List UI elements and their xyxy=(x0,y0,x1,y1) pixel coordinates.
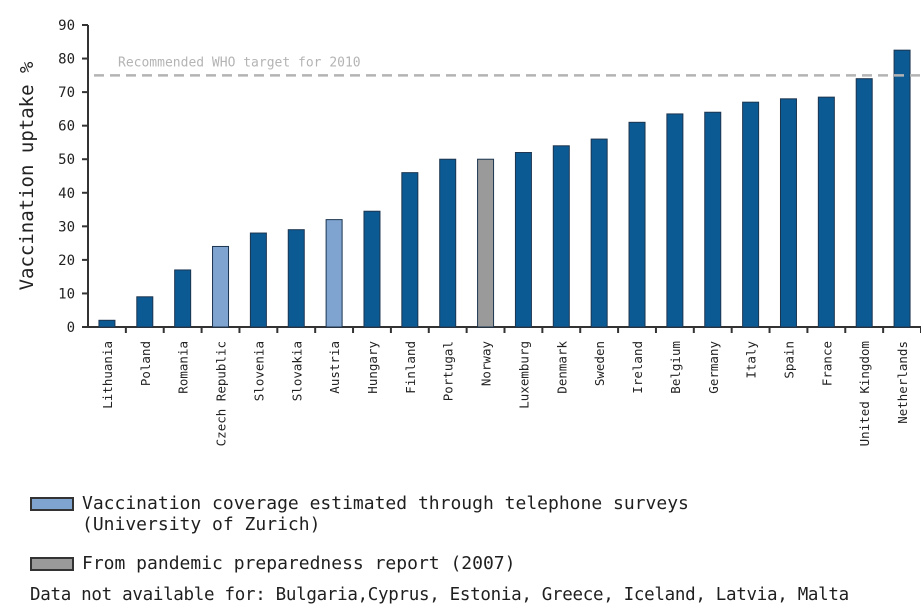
y-tick-label: 90 xyxy=(58,18,75,34)
bar-ireland xyxy=(628,121,646,328)
legend-label-telephone-surveys: Vaccination coverage estimated through t… xyxy=(82,493,689,535)
data-unavailable-note: Data not available for: Bulgaria,Cyprus,… xyxy=(30,585,849,605)
who-target-label: Recommended WHO target for 2010 xyxy=(118,55,361,70)
y-tick-label: 80 xyxy=(58,52,75,68)
x-tick-label: Lithuania xyxy=(100,341,115,409)
y-tick-label: 50 xyxy=(58,152,75,168)
x-tick-label: Hungary xyxy=(365,341,380,394)
bar-finland xyxy=(401,172,419,328)
bar-poland xyxy=(136,296,154,328)
legend-swatch-telephone-surveys xyxy=(30,497,74,511)
y-tick-label: 40 xyxy=(58,186,75,202)
legend-swatch-preparedness-report xyxy=(30,557,74,571)
x-tick-label: Slovenia xyxy=(251,341,266,401)
x-tick-label: Czech Republic xyxy=(214,341,229,446)
bar-czech-republic xyxy=(212,245,230,328)
bar-denmark xyxy=(552,145,570,328)
y-tick-label: 30 xyxy=(58,219,75,235)
x-tick-label: Slovakia xyxy=(289,341,304,401)
bar-spain xyxy=(779,98,797,328)
y-tick-label: 60 xyxy=(58,119,75,135)
bar-chart: 0 10 20 30 40 50 60 70 80 90 Vaccination uptake % L… xyxy=(16,18,921,446)
x-tick-label: Denmark xyxy=(554,341,569,394)
y-tick-label: 20 xyxy=(58,253,75,269)
bar-france xyxy=(817,96,835,328)
x-tick-label: Germany xyxy=(706,341,721,394)
x-tick-label: Romania xyxy=(176,341,191,394)
bar-luxemburg xyxy=(514,152,532,328)
bar-united-kingdom xyxy=(855,78,873,328)
bar-sweden xyxy=(590,138,608,328)
x-tick-label: Norway xyxy=(479,341,494,387)
bar-hungary xyxy=(363,210,381,328)
x-tick-label: Italy xyxy=(744,341,759,379)
x-tick-label: Luxemburg xyxy=(516,341,531,409)
bar-lithuania xyxy=(98,319,116,328)
y-axis-title: Vaccination uptake % xyxy=(16,61,38,290)
bar-germany xyxy=(704,111,722,328)
x-tick-label: United Kingdom xyxy=(857,341,872,446)
x-tick-label: Spain xyxy=(781,341,796,379)
legend-label-preparedness-report: From pandemic preparedness report (2007) xyxy=(82,553,516,574)
bar-belgium xyxy=(666,113,684,328)
bar-italy xyxy=(742,101,760,328)
x-tick-label: Finland xyxy=(403,341,418,394)
x-tick-label: Netherlands xyxy=(895,341,910,424)
bar-netherlands xyxy=(893,49,911,328)
bar-portugal xyxy=(439,158,457,328)
x-tick-label: Poland xyxy=(138,341,153,386)
legend-item-preparedness-report: From pandemic preparedness report (2007) xyxy=(30,553,515,574)
bar-norway xyxy=(477,158,495,328)
y-tick-label: 0 xyxy=(67,320,75,336)
bar-slovakia xyxy=(287,229,305,328)
x-tick-label: Belgium xyxy=(668,341,683,394)
legend-item-telephone-surveys: Vaccination coverage estimated through t… xyxy=(30,493,689,535)
bar-slovenia xyxy=(249,232,267,328)
x-tick-label: France xyxy=(819,341,834,386)
y-tick-label: 70 xyxy=(58,85,75,101)
y-tick-label: 10 xyxy=(58,286,75,302)
bar-romania xyxy=(174,269,192,328)
x-tick-label: Austria xyxy=(327,341,342,394)
x-tick-label: Sweden xyxy=(592,341,607,386)
x-tick-label: Ireland xyxy=(630,341,645,394)
x-tick-label: Portugal xyxy=(441,341,456,401)
bar-austria xyxy=(325,219,343,328)
